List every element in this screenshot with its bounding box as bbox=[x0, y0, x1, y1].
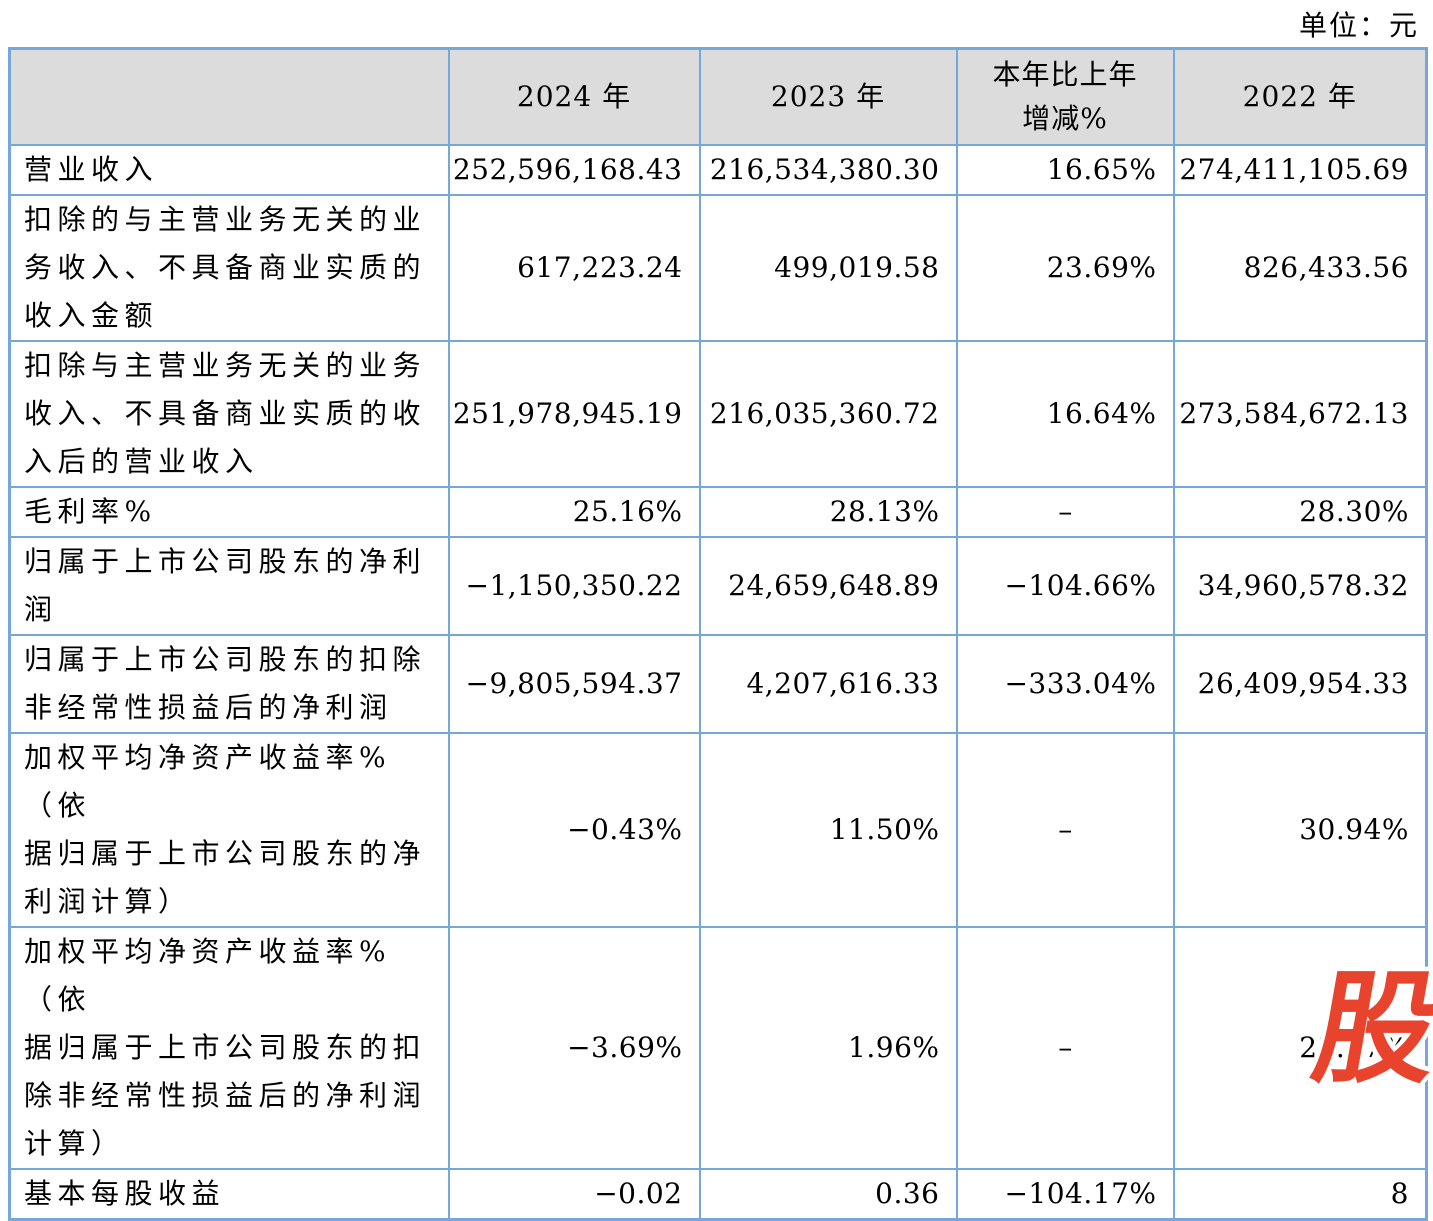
table-row: 扣除与主营业务无关的业务 收入、不具备商业实质的收 入后的营业收入 251,97… bbox=[8, 339, 1428, 488]
cell-value: −0.02 bbox=[447, 1167, 701, 1220]
cell-value: −104.17% bbox=[955, 1167, 1175, 1220]
unit-label: 单位：元 bbox=[1298, 9, 1419, 42]
cell-value: −9,805,594.37 bbox=[447, 633, 701, 734]
table-row: 扣除的与主营业务无关的业 务收入、不具备商业实质的 收入金额 617,223.2… bbox=[8, 193, 1428, 342]
stock-watermark-logo: 股 bbox=[1299, 954, 1433, 1105]
row-label: 毛利率% bbox=[8, 485, 450, 538]
column-header-blank bbox=[8, 47, 450, 146]
cell-value: 34,960,578.32 bbox=[1172, 535, 1428, 636]
cell-value: 28.30% bbox=[1172, 485, 1428, 538]
row-label: 加权平均净资产收益率%（依 据归属于上市公司股东的净 利润计算） bbox=[8, 731, 450, 928]
cell-value: 273,584,672.13 bbox=[1172, 339, 1428, 488]
cell-value: – bbox=[955, 731, 1175, 928]
row-label: 扣除与主营业务无关的业务 收入、不具备商业实质的收 入后的营业收入 bbox=[8, 339, 450, 488]
cell-value: 8 bbox=[1172, 1167, 1428, 1220]
cell-value: −1,150,350.22 bbox=[447, 535, 701, 636]
cell-value: 4,207,616.33 bbox=[698, 633, 958, 734]
row-label: 归属于上市公司股东的扣除 非经常性损益后的净利润 bbox=[8, 633, 450, 734]
column-header-yoy-change: 本年比上年 增减% bbox=[955, 47, 1175, 146]
cell-value: – bbox=[955, 925, 1175, 1170]
column-header-2024: 2024 年 bbox=[447, 47, 701, 146]
cell-value: 252,596,168.43 bbox=[447, 143, 701, 196]
table-row: 基本每股收益 −0.02 0.36 −104.17% 8 bbox=[8, 1167, 1428, 1220]
cell-value: −0.43% bbox=[447, 731, 701, 928]
cell-value: 1.96% bbox=[698, 925, 958, 1170]
row-label: 加权平均净资产收益率%（依 据归属于上市公司股东的扣 除非经常性损益后的净利润 … bbox=[8, 925, 450, 1170]
table-row: 加权平均净资产收益率%（依 据归属于上市公司股东的扣 除非经常性损益后的净利润 … bbox=[8, 925, 1428, 1170]
row-label: 归属于上市公司股东的净利 润 bbox=[8, 535, 450, 636]
table-row: 营业收入 252,596,168.43 216,534,380.30 16.65… bbox=[8, 143, 1428, 196]
header-row: 2024 年 2023 年 本年比上年 增减% 2022 年 bbox=[8, 47, 1428, 146]
table-row: 毛利率% 25.16% 28.13% – 28.30% bbox=[8, 485, 1428, 538]
cell-value: 499,019.58 bbox=[698, 193, 958, 342]
cell-value: 24,659,648.89 bbox=[698, 535, 958, 636]
cell-value: 16.64% bbox=[955, 339, 1175, 488]
cell-value: 30.94% bbox=[1172, 731, 1428, 928]
cell-value: −333.04% bbox=[955, 633, 1175, 734]
column-header-2022: 2022 年 bbox=[1172, 47, 1428, 146]
cell-value: 826,433.56 bbox=[1172, 193, 1428, 342]
column-header-2023: 2023 年 bbox=[698, 47, 958, 146]
cell-value: 617,223.24 bbox=[447, 193, 701, 342]
cell-value: −104.66% bbox=[955, 535, 1175, 636]
cell-value: 16.65% bbox=[955, 143, 1175, 196]
financial-summary-table: 2024 年 2023 年 本年比上年 增减% 2022 年 营业收入 252,… bbox=[8, 47, 1428, 1221]
cell-value: 23.69% bbox=[955, 193, 1175, 342]
cell-value: 251,978,945.19 bbox=[447, 339, 701, 488]
cell-value: 28.13% bbox=[698, 485, 958, 538]
row-label: 基本每股收益 bbox=[8, 1167, 450, 1220]
cell-value: 216,035,360.72 bbox=[698, 339, 958, 488]
cell-value: – bbox=[955, 485, 1175, 538]
cell-value: −3.69% bbox=[447, 925, 701, 1170]
cell-value: 216,534,380.30 bbox=[698, 143, 958, 196]
row-label: 扣除的与主营业务无关的业 务收入、不具备商业实质的 收入金额 bbox=[8, 193, 450, 342]
table-row: 加权平均净资产收益率%（依 据归属于上市公司股东的净 利润计算） −0.43% … bbox=[8, 731, 1428, 928]
cell-value: 11.50% bbox=[698, 731, 958, 928]
cell-value: 274,411,105.69 bbox=[1172, 143, 1428, 196]
cell-value: 26,409,954.33 bbox=[1172, 633, 1428, 734]
row-label: 营业收入 bbox=[8, 143, 450, 196]
cell-value: 25.16% bbox=[447, 485, 701, 538]
cell-value: 0.36 bbox=[698, 1167, 958, 1220]
table-row: 归属于上市公司股东的扣除 非经常性损益后的净利润 −9,805,594.37 4… bbox=[8, 633, 1428, 734]
table-row: 归属于上市公司股东的净利 润 −1,150,350.22 24,659,648.… bbox=[8, 535, 1428, 636]
